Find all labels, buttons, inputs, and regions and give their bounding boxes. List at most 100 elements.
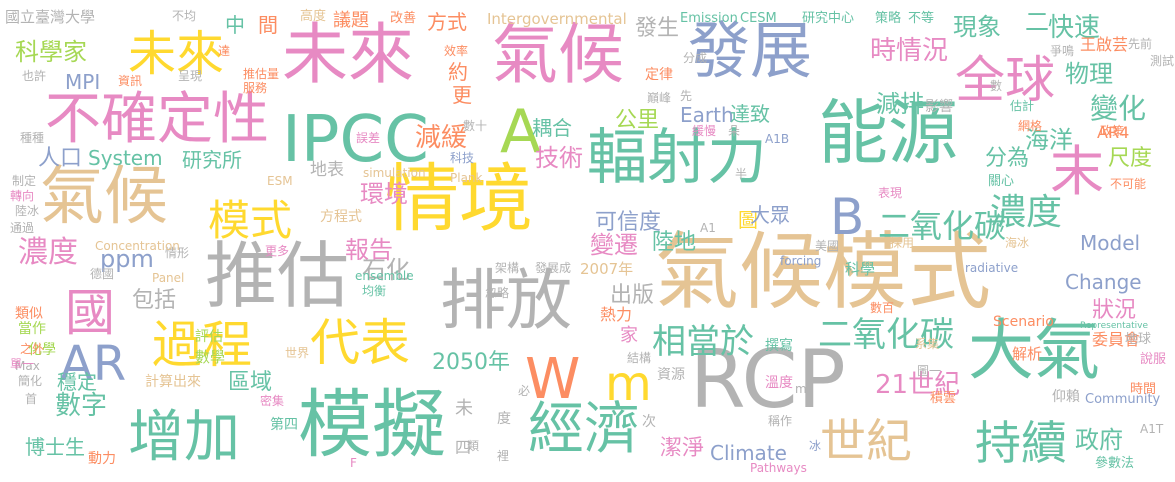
word-161: 也許 (22, 69, 47, 83)
word-72: 潔淨 (660, 436, 705, 461)
word-1: 情境 (385, 156, 533, 242)
word-7: 排放 (440, 262, 572, 339)
word-112: Community (1085, 392, 1161, 407)
word-157: 陸冰 (15, 204, 40, 218)
word-133: ESM (267, 174, 293, 188)
word-97: 策略 (875, 11, 902, 26)
word-99: 王啟芸 (1080, 35, 1129, 54)
word-60: 可信度 (595, 210, 662, 235)
word-168: 巔峰 (647, 91, 672, 105)
word-192: 冰 (809, 439, 822, 453)
word-24: 模式 (208, 196, 293, 245)
word-13: 氣候 (40, 160, 168, 234)
word-10: 大氣 (968, 312, 1100, 389)
word-14: 增加 (128, 405, 240, 470)
word-169: 緩慢 (692, 124, 717, 138)
word-84: 更 (452, 83, 472, 107)
word-102: 委員會 (1092, 330, 1141, 349)
word-34: 濃度 (990, 192, 1063, 233)
word-59: 石化 (362, 256, 410, 284)
word-80: 間 (258, 13, 278, 37)
word-120: 化學 (28, 342, 56, 358)
word-150: 架構 (495, 261, 520, 275)
word-29: 末 (1050, 140, 1104, 203)
word-91: 高度 (300, 9, 327, 24)
word-20: 過程 (152, 316, 252, 374)
word-140: 估計 (1010, 99, 1035, 113)
word-138: 不可能 (1110, 177, 1147, 191)
word-50: 耦合 (532, 116, 572, 140)
word-145: Representative (1080, 321, 1149, 331)
word-187: F (350, 456, 357, 470)
word-135: 採用 (890, 236, 915, 250)
word-8: 輻射力 (587, 123, 767, 193)
word-77: 研究所 (182, 148, 242, 172)
word-9: RCP (690, 333, 846, 426)
word-148: 發展成 (535, 261, 572, 275)
word-190: 結構 (627, 351, 652, 365)
word-176: 先前 (1128, 37, 1153, 51)
word-149: 忽略 (485, 286, 510, 300)
word-45: 人口 (38, 146, 83, 171)
word-18: A (500, 97, 542, 167)
word-163: 效率 (444, 44, 469, 58)
word-94: Emission (680, 11, 738, 26)
word-113: Scenario (993, 314, 1054, 330)
word-103: 2007年 (580, 260, 634, 278)
word-165: 服務 (243, 81, 268, 95)
word-196: 系集 (915, 337, 940, 351)
word-23: AR (60, 336, 127, 392)
word-79: 中 (225, 13, 245, 37)
word-3: 未來 (282, 16, 414, 93)
word-55: 分為 (985, 146, 1030, 171)
word-56: 尺度 (1108, 146, 1153, 171)
word-101: AR4 (1097, 123, 1130, 142)
word-54: 達致 (730, 102, 770, 126)
word-62: 陸地 (652, 230, 697, 255)
word-144: radiative (965, 261, 1019, 275)
word-172: 先 (680, 89, 693, 103)
word-41: 變化 (1090, 92, 1147, 125)
word-121: 當作 (18, 321, 46, 337)
word-78: 包括 (132, 288, 177, 313)
word-46: System (88, 146, 163, 170)
word-106: 熱力 (600, 305, 633, 324)
word-58: 報告 (345, 236, 393, 264)
word-40: 減排 (876, 90, 924, 118)
word-76: 穩定 (57, 370, 97, 394)
word-27: 持續 (975, 416, 1067, 470)
word-131: simulation (363, 166, 426, 180)
word-152: 德國 (90, 267, 115, 281)
word-127: 積雲 (930, 391, 957, 406)
word-82: 發生 (635, 16, 680, 41)
word-39: 時情況 (870, 36, 949, 66)
word-105: 方程式 (320, 209, 362, 225)
word-36: 現象 (953, 13, 1001, 41)
word-51: 技術 (535, 144, 583, 172)
word-151: Panel (152, 271, 185, 285)
word-21: 代表 (310, 314, 410, 372)
word-189: 裡 (497, 449, 510, 463)
word-124: 說服 (1140, 352, 1167, 367)
word-193: 稱作 (768, 414, 793, 428)
word-28: 世紀 (820, 414, 912, 468)
word-6: 模擬 (298, 382, 446, 468)
word-178: A1 (700, 221, 716, 235)
word-130: 誤差 (356, 131, 381, 145)
word-180: 世界 (285, 346, 310, 360)
word-89: 國立臺灣大學 (5, 8, 96, 26)
word-70: 數字 (55, 391, 108, 421)
word-158: 轉向 (10, 189, 35, 203)
word-15: 不確定性 (45, 87, 269, 152)
word-33: 相當於 (652, 322, 754, 362)
word-64: 大眾 (750, 203, 790, 227)
word-35: 濃度 (18, 235, 78, 270)
word-119: 密集 (260, 394, 285, 408)
word-69: 2050年 (432, 350, 510, 375)
word-183: 之外 (20, 342, 45, 356)
word-30: B (830, 188, 865, 246)
word-117: 第四 (270, 417, 298, 433)
word-37: 二 (1025, 8, 1049, 36)
word-164: 資訊 (118, 74, 143, 88)
word-143: forcing (780, 254, 822, 268)
